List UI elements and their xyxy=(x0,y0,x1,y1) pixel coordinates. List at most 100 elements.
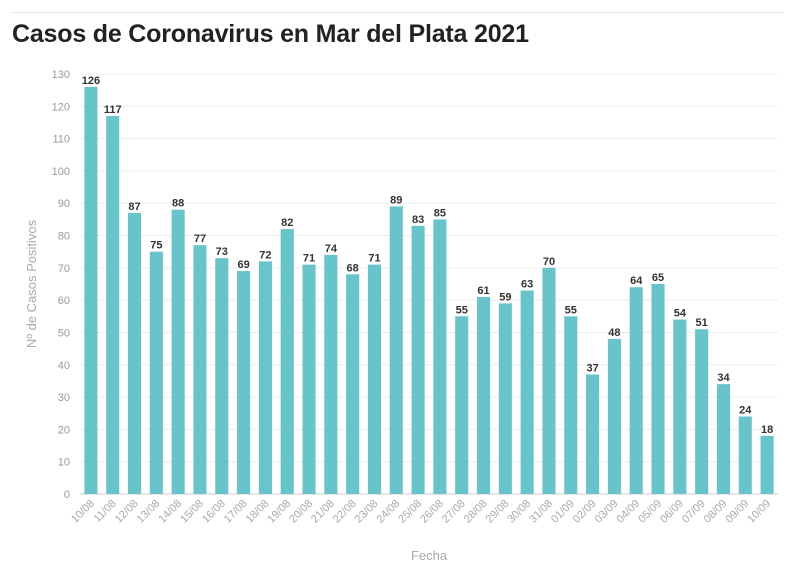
data-label: 18 xyxy=(761,424,773,436)
y-tick-label: 90 xyxy=(58,198,70,210)
x-tick-label: 24/08 xyxy=(374,498,402,526)
data-label: 68 xyxy=(347,262,359,274)
bar xyxy=(455,316,469,494)
data-label: 55 xyxy=(456,304,468,316)
data-label: 64 xyxy=(630,275,643,287)
bar xyxy=(564,316,578,494)
y-tick-label: 80 xyxy=(58,231,70,243)
x-tick-label: 01/09 xyxy=(549,498,577,526)
data-label: 71 xyxy=(303,253,315,265)
data-label: 59 xyxy=(499,291,511,303)
bar xyxy=(215,258,229,494)
x-tick-label: 12/08 xyxy=(113,498,141,526)
x-tick-label: 11/08 xyxy=(91,498,118,525)
x-tick-label: 05/09 xyxy=(636,498,664,526)
bar xyxy=(324,254,338,494)
y-tick-label: 30 xyxy=(58,392,70,404)
bar xyxy=(586,374,600,494)
data-label: 61 xyxy=(477,285,489,297)
bar xyxy=(193,245,207,494)
bar xyxy=(476,296,491,494)
data-label: 82 xyxy=(281,217,293,229)
x-tick-label: 16/08 xyxy=(200,498,228,526)
data-label: 37 xyxy=(586,362,598,374)
y-tick-label: 0 xyxy=(64,489,70,501)
x-tick-label: 17/08 xyxy=(222,498,250,526)
data-label: 72 xyxy=(259,249,271,261)
bar xyxy=(716,384,731,494)
bar xyxy=(346,274,360,494)
bar xyxy=(84,86,98,494)
y-tick-label: 130 xyxy=(52,69,70,81)
x-tick-label: 14/08 xyxy=(156,498,184,526)
bar xyxy=(433,219,447,494)
data-label: 48 xyxy=(608,327,620,339)
data-label: 89 xyxy=(390,194,402,206)
y-tick-label: 40 xyxy=(58,360,70,372)
chart-title: Casos de Coronavirus en Mar del Plata 20… xyxy=(12,20,529,48)
y-tick-label: 60 xyxy=(58,295,70,307)
x-tick-label: 15/08 xyxy=(178,498,206,526)
data-label: 83 xyxy=(412,214,424,226)
y-tick-label: 120 xyxy=(52,101,70,113)
bar xyxy=(411,225,425,494)
bar xyxy=(542,267,556,494)
data-label: 87 xyxy=(128,201,140,213)
bar xyxy=(673,319,687,494)
bar xyxy=(302,264,316,494)
bar xyxy=(258,261,272,494)
bar xyxy=(651,284,665,494)
data-label: 77 xyxy=(194,233,206,245)
x-tick-label: 18/08 xyxy=(244,498,272,526)
data-label: 34 xyxy=(717,372,730,384)
y-tick-label: 50 xyxy=(58,327,70,339)
bar xyxy=(149,251,163,494)
top-divider xyxy=(12,12,784,13)
bar xyxy=(498,303,512,494)
bar xyxy=(280,229,294,495)
x-tick-label: 04/09 xyxy=(614,498,642,526)
data-label: 88 xyxy=(172,198,184,210)
y-axis-title: Nº de Casos Positivos xyxy=(24,219,39,348)
x-axis-title: Fecha xyxy=(411,548,448,563)
bar xyxy=(389,206,403,494)
x-tick-label: 02/09 xyxy=(571,498,599,526)
data-labels: 126 117 87 75 88 77 73 69 72 82 71 74 68 71 89 83 85 55 61… xyxy=(82,75,773,436)
x-tick-label: 23/08 xyxy=(353,498,381,526)
x-tick-label: 29/08 xyxy=(484,498,512,526)
bar xyxy=(106,116,120,494)
bar xyxy=(171,209,185,494)
x-tick-label: 09/09 xyxy=(723,498,751,526)
bar xyxy=(127,212,142,494)
y-tick-label: 20 xyxy=(58,424,70,436)
data-label: 73 xyxy=(216,246,228,258)
x-tick-label: 19/08 xyxy=(265,498,293,526)
x-tick-label: 31/08 xyxy=(527,498,555,526)
bar xyxy=(607,338,621,494)
data-label: 75 xyxy=(150,240,162,252)
bars-group xyxy=(84,86,774,495)
data-label: 74 xyxy=(325,243,338,255)
x-tick-label: 26/08 xyxy=(418,498,446,526)
data-label: 65 xyxy=(652,272,664,284)
x-tick-label: 20/08 xyxy=(287,498,315,526)
data-label: 24 xyxy=(739,404,752,416)
data-label: 71 xyxy=(368,253,380,265)
bar xyxy=(738,416,752,494)
data-label: 69 xyxy=(237,259,249,271)
x-tick-label: 10/09 xyxy=(745,498,773,526)
data-label: 85 xyxy=(434,207,446,219)
x-tick-label: 30/08 xyxy=(505,498,533,526)
y-tick-label: 110 xyxy=(52,134,70,146)
y-tick-label: 100 xyxy=(52,166,70,178)
bar xyxy=(237,271,251,494)
data-label: 51 xyxy=(696,317,708,329)
x-tick-label: 27/08 xyxy=(440,498,468,526)
x-tick-label: 08/09 xyxy=(702,498,730,526)
data-label: 55 xyxy=(565,304,577,316)
bar xyxy=(629,287,643,494)
bar xyxy=(520,290,534,494)
x-tick-label: 25/08 xyxy=(396,498,424,526)
y-axis-ticks: 0 10 20 30 40 50 60 70 80 90 100 110 120 130 xyxy=(52,69,70,501)
